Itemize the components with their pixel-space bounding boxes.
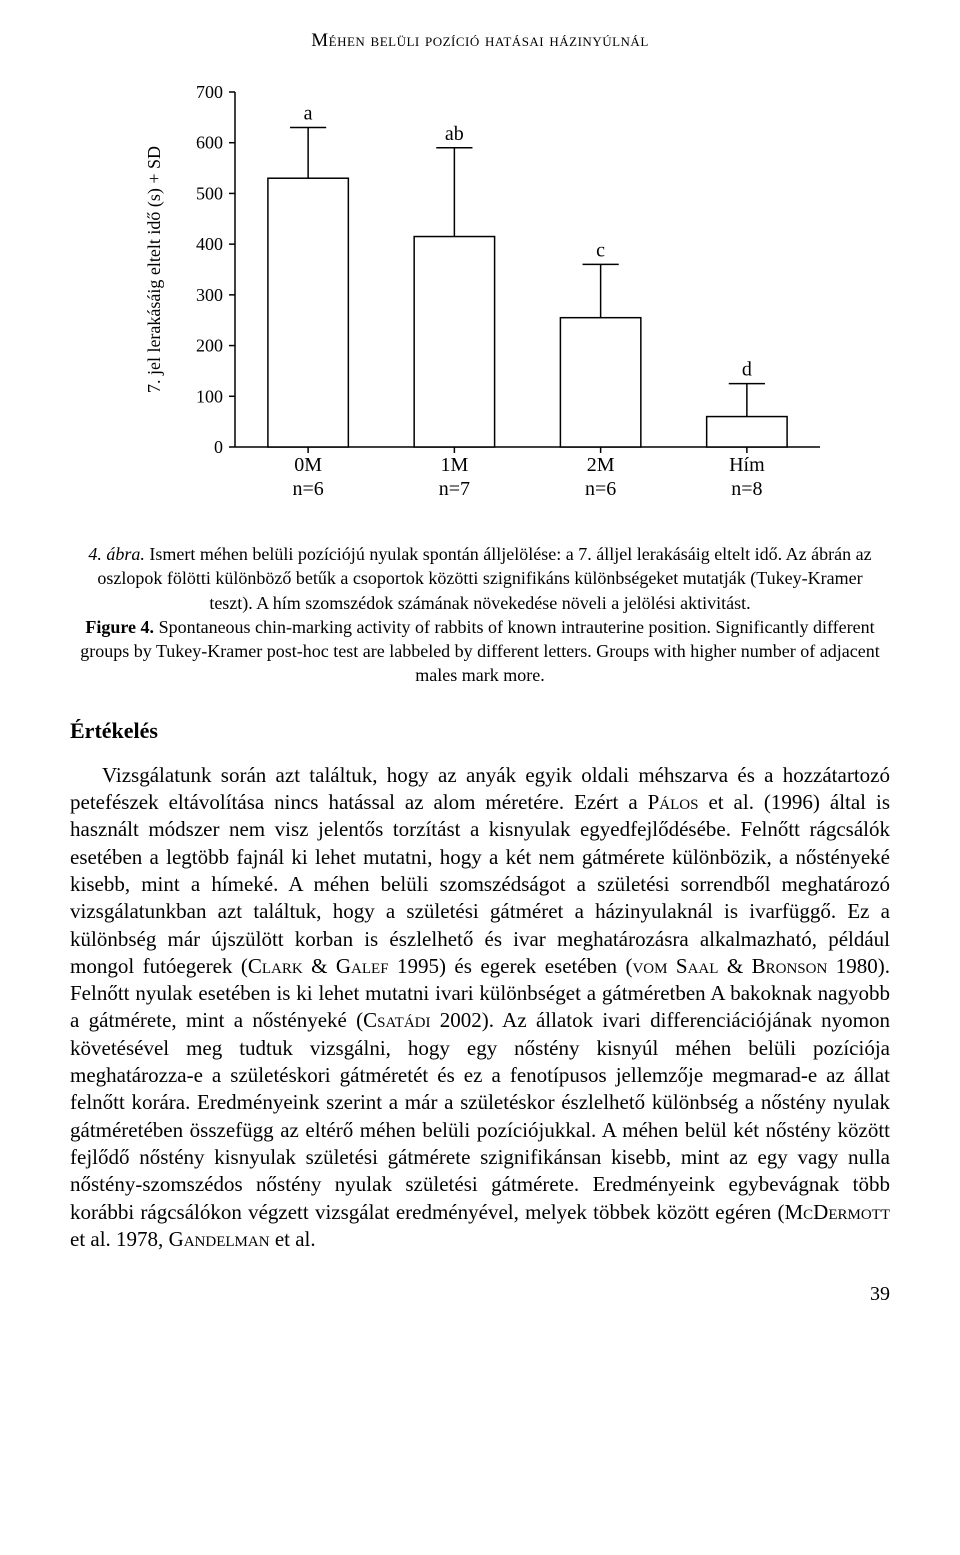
svg-text:0: 0 <box>214 437 223 457</box>
caption-en-text: Spontaneous chin-marking activity of rab… <box>80 617 879 686</box>
chart-container: 0 100 200 300 400 500 600 700 7. jel lerakásáig … <box>70 72 890 532</box>
caption-hu-label: 4. ábra. <box>88 544 145 564</box>
section-heading: Értékelés <box>70 718 890 744</box>
svg-text:1M: 1M <box>440 454 468 476</box>
running-head: Méhen belüli pozíció hatásai házinyúlnál <box>70 30 890 52</box>
svg-text:400: 400 <box>196 234 223 254</box>
svg-text:500: 500 <box>196 183 223 203</box>
svg-text:Hím: Hím <box>729 454 765 476</box>
svg-text:ab: ab <box>445 123 464 145</box>
svg-text:0M: 0M <box>294 454 322 476</box>
svg-text:200: 200 <box>196 336 223 356</box>
svg-text:n=6: n=6 <box>585 478 616 500</box>
svg-text:600: 600 <box>196 133 223 153</box>
svg-text:700: 700 <box>196 82 223 102</box>
svg-text:n=8: n=8 <box>731 478 762 500</box>
body-paragraph: Vizsgálatunk során azt találtuk, hogy az… <box>70 762 890 1253</box>
caption-en-label: Figure 4. <box>85 617 154 637</box>
bar-chart: 0 100 200 300 400 500 600 700 7. jel lerakásáig … <box>120 72 840 532</box>
svg-text:c: c <box>596 239 605 261</box>
svg-text:d: d <box>742 359 752 381</box>
svg-text:2M: 2M <box>587 454 615 476</box>
svg-text:a: a <box>304 103 313 125</box>
caption-hu-text: Ismert méhen belüli pozíciójú nyulak spo… <box>97 544 871 613</box>
svg-text:100: 100 <box>196 386 223 406</box>
svg-text:7. jel lerakásáig eltelt idő (: 7. jel lerakásáig eltelt idő (s) + SD <box>144 146 165 393</box>
figure-caption: 4. ábra. Ismert méhen belüli pozíciójú n… <box>80 542 880 688</box>
svg-text:300: 300 <box>196 285 223 305</box>
svg-text:n=7: n=7 <box>439 478 470 500</box>
svg-text:n=6: n=6 <box>292 478 323 500</box>
page-number: 39 <box>70 1283 890 1306</box>
page: Méhen belüli pozíció hatásai házinyúlnál… <box>0 0 960 1346</box>
